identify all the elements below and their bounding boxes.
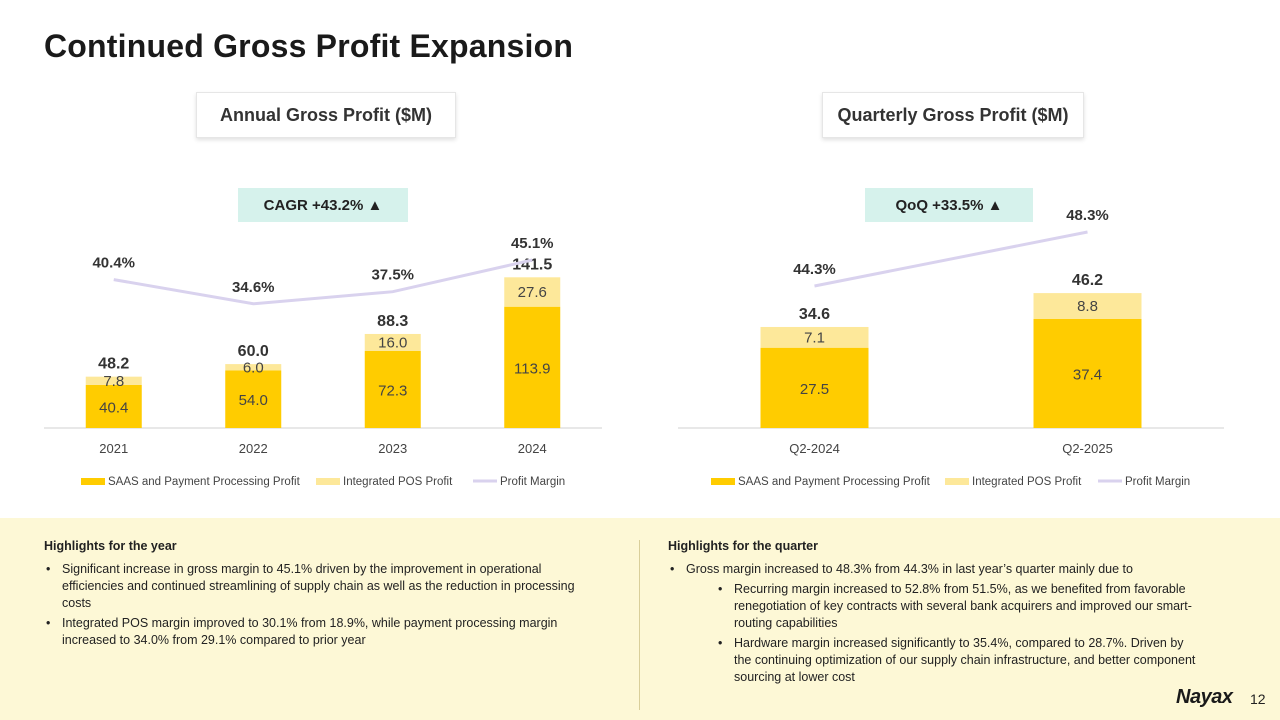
x-tick-label: Q2-2025 <box>1062 441 1113 456</box>
data-label-total: 88.3 <box>377 313 408 330</box>
highlights-year-bullet: Significant increase in gross margin to … <box>44 561 604 612</box>
legend-label-saas: SAAS and Payment Processing Profit <box>108 476 301 488</box>
highlights-year-bullet: Integrated POS margin improved to 30.1% … <box>44 615 604 649</box>
legend-label-saas: SAAS and Payment Processing Profit <box>738 476 931 488</box>
bar-saas-payment-processing <box>364 351 421 428</box>
page-number: 12 <box>1250 691 1266 707</box>
highlights-quarter-bullet: Gross margin increased to 48.3% from 44.… <box>668 561 1198 578</box>
profit-margin-label: 34.6% <box>232 279 275 296</box>
profit-margin-line <box>113 258 533 306</box>
page-title: Continued Gross Profit Expansion <box>44 28 574 64</box>
legend-label-margin: Profit Margin <box>1125 476 1190 488</box>
profit-margin-label: 48.3% <box>1066 207 1109 224</box>
legend-swatch-saas <box>81 478 105 485</box>
bar-saas-payment-processing <box>504 306 561 428</box>
bar-saas-payment-processing <box>225 370 282 428</box>
bar-saas-payment-processing <box>1033 318 1142 428</box>
highlights-year: Highlights for the year Significant incr… <box>44 538 604 652</box>
x-tick-label: 2024 <box>518 441 547 456</box>
data-label-saas: 27.5 <box>800 381 829 398</box>
qoq-badge: QoQ +33.5% ▲ <box>865 188 1033 222</box>
highlights-quarter-sub-bullet: Hardware margin increased significantly … <box>716 635 1198 686</box>
data-label-pos: 7.1 <box>804 329 825 346</box>
quarterly-chart-title-box: Quarterly Gross Profit ($M) <box>822 92 1084 138</box>
data-label-total: 48.2 <box>98 356 129 373</box>
data-label-total: 141.5 <box>512 256 552 273</box>
bar-integrated-pos <box>364 333 421 352</box>
annual-chart-title-box: Annual Gross Profit ($M) <box>196 92 456 138</box>
legend-swatch-saas <box>711 478 735 485</box>
data-label-total: 34.6 <box>799 306 830 323</box>
bar-integrated-pos <box>1033 293 1142 319</box>
highlights-quarter-sub-bullet: Recurring margin increased to 52.8% from… <box>716 581 1198 632</box>
data-label-total: 46.2 <box>1072 272 1103 289</box>
profit-margin-label: 44.3% <box>793 261 836 278</box>
x-tick-label: 2021 <box>99 441 128 456</box>
bar-integrated-pos <box>504 277 561 307</box>
bar-integrated-pos <box>85 376 142 385</box>
highlights-quarter-heading: Highlights for the quarter <box>668 539 818 553</box>
data-label-pos: 6.0 <box>243 359 264 376</box>
bar-saas-payment-processing <box>760 347 869 428</box>
legend-swatch-pos <box>316 478 340 485</box>
gross-profit-charts: 40.4 7.848.2 2021 54.0 6.060.0 2022 72.3 16.0 88… <box>44 207 1224 488</box>
x-tick-label: 2023 <box>378 441 407 456</box>
cagr-badge: CAGR +43.2% ▲ <box>238 188 408 222</box>
data-label-pos: 27.6 <box>518 284 547 301</box>
profit-margin-label: 37.5% <box>371 267 414 284</box>
data-label-pos: 8.8 <box>1077 298 1098 315</box>
data-label-saas: 40.4 <box>99 399 128 416</box>
bar-saas-payment-processing <box>85 384 142 428</box>
highlights-quarter: Highlights for the quarter Gross margin … <box>668 538 1198 689</box>
data-label-saas: 72.3 <box>378 383 407 400</box>
x-tick-label: Q2-2024 <box>789 441 840 456</box>
bar-integrated-pos <box>760 326 869 348</box>
x-tick-label: 2022 <box>239 441 268 456</box>
profit-margin-label: 40.4% <box>92 255 135 272</box>
logo-text: Nayax <box>1176 686 1233 708</box>
legend-label-pos: Integrated POS Profit <box>343 476 453 488</box>
data-label-total: 60.0 <box>238 343 269 360</box>
profit-margin-line <box>814 230 1088 288</box>
legend-label-margin: Profit Margin <box>500 476 565 488</box>
data-label-saas: 54.0 <box>239 392 268 409</box>
legend-label-pos: Integrated POS Profit <box>972 476 1082 488</box>
nayax-logo: Nayax <box>1176 686 1233 709</box>
data-label-pos: 7.8 <box>103 373 124 390</box>
profit-margin-label: 45.1% <box>511 235 554 252</box>
data-label-saas: 37.4 <box>1073 366 1102 383</box>
highlights-year-heading: Highlights for the year <box>44 539 177 553</box>
data-label-saas: 113.9 <box>514 360 550 377</box>
legend-swatch-pos <box>945 478 969 485</box>
bar-integrated-pos <box>225 364 282 371</box>
highlights-divider <box>639 540 640 710</box>
data-label-pos: 16.0 <box>378 334 407 351</box>
